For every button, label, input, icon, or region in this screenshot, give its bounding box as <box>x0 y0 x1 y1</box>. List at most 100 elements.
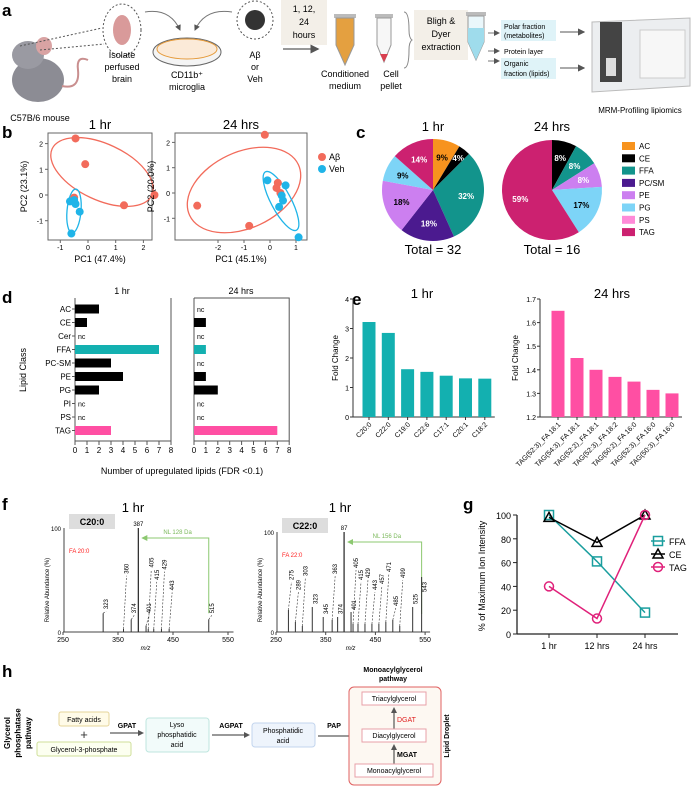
x-tick-label: 12 hrs <box>584 641 610 651</box>
pie-title: 1 hr <box>422 119 445 134</box>
legend-label: AC <box>639 142 650 151</box>
fold-change-bar <box>608 376 622 417</box>
legend-marker <box>652 535 664 547</box>
bar-pg <box>75 385 99 395</box>
compound-box <box>282 518 328 533</box>
y-tick-label: 100 <box>51 527 62 533</box>
extraction-box <box>414 10 468 60</box>
category-label: C22:6 <box>413 421 431 439</box>
d-ylabel: Lipid Class <box>18 347 28 392</box>
pie-slice-ce <box>552 140 577 190</box>
category-label: C20:1 <box>452 421 470 439</box>
pca-point-abeta <box>150 191 159 199</box>
pie-slice-label: 18% <box>421 219 437 228</box>
legend-swatch <box>622 191 635 200</box>
fold-change-bar <box>551 310 565 417</box>
legend-marker <box>318 165 326 173</box>
x-tick-label: 450 <box>167 637 179 644</box>
data-marker-ffa <box>591 556 603 567</box>
x-tick-label: 250 <box>270 637 282 644</box>
nc-label: nc <box>197 415 205 422</box>
polar-fraction-label: Polar fraction (metabolites) <box>504 24 545 40</box>
peak-label: 323 <box>313 593 319 604</box>
pca-point-veh <box>263 176 272 185</box>
pie-slice-pg <box>552 186 602 233</box>
legend-label: FFA <box>639 167 654 176</box>
peak-label: 405 <box>149 557 155 568</box>
series-line-tag <box>548 514 646 620</box>
polar-fraction-box <box>501 20 556 41</box>
fold-change-bar <box>401 369 415 417</box>
x-tick-label: 3 <box>227 446 232 455</box>
data-marker-ce <box>542 510 556 523</box>
legend-swatch <box>622 203 635 212</box>
peak-label: 429 <box>366 567 372 578</box>
data-marker-tag <box>591 613 603 624</box>
y-tick-label: 0 <box>345 415 349 422</box>
legend-label: PS <box>639 216 650 225</box>
y-tick-label: 3 <box>345 327 349 334</box>
d-xlabel: Number of upregulated lipids (FDR <0.1) <box>101 466 263 476</box>
y-tick-label: 1.4 <box>526 368 536 375</box>
legend-swatch <box>622 215 635 224</box>
g3p-label: Glycerol-3-phosphate <box>51 747 118 754</box>
mouse-icon <box>12 27 105 102</box>
mz-label: m/z <box>141 646 151 652</box>
brain-icon <box>102 3 142 57</box>
bar-frame <box>193 297 290 442</box>
pie-slice-pe <box>552 163 602 190</box>
legend-label: PE <box>639 191 650 200</box>
peak-label: 415 <box>155 569 161 580</box>
legend-label: FFA <box>669 537 686 547</box>
pca-point-veh <box>275 202 284 211</box>
peak-label: 275 <box>289 569 295 580</box>
confidence-ellipse-1 <box>262 170 300 232</box>
peak-label-leader <box>378 585 383 625</box>
mag-box <box>354 763 434 778</box>
peak-label-leader <box>208 615 212 620</box>
panel-letter-f: f <box>2 495 8 514</box>
peak-label-leader <box>123 575 127 629</box>
protein-layer-label: Protein layer <box>504 49 544 56</box>
peak-label-leader <box>288 581 292 611</box>
nc-label: nc <box>197 307 205 314</box>
x-tick-label: 7 <box>157 446 162 455</box>
pie-title: 24 hrs <box>534 119 571 134</box>
assignment-label: FA 22:0 <box>282 553 303 559</box>
peak-label: 457 <box>380 573 386 584</box>
x-tick-label: 5 <box>251 446 256 455</box>
peak-label-leader <box>161 571 165 629</box>
peak-label: 499 <box>401 567 407 578</box>
pie-slice-ffa <box>552 146 595 190</box>
fold-change-bar <box>646 389 660 417</box>
bar-title: 24 hrs <box>594 286 631 301</box>
legend-label: PC/SM <box>639 179 665 188</box>
panel-letter-c: c <box>356 123 365 142</box>
legend-label: PG <box>639 204 651 213</box>
legend-swatch <box>622 154 635 163</box>
legend-swatch <box>622 166 635 175</box>
x-tick-label: -1 <box>57 245 63 252</box>
time-label: 1, 12, 24 hours <box>293 4 316 40</box>
y-tick-label: -1 <box>164 216 170 223</box>
category-label: FFA <box>56 346 71 355</box>
peak-label: 374 <box>132 603 138 614</box>
fold-change-bar <box>420 371 434 417</box>
treatment-label: Aβ or Veh <box>247 50 263 84</box>
category-label: C20:0 <box>355 421 373 439</box>
pca-xlabel: PC1 (47.4%) <box>74 254 126 264</box>
peak-label-leader <box>145 615 150 626</box>
peak-label-leader <box>371 591 376 625</box>
x-tick-label: 24 hrs <box>632 641 658 651</box>
y-tick-label: 40 <box>501 582 511 592</box>
pca-frame <box>174 132 308 241</box>
y-tick-label: 1.5 <box>526 344 536 351</box>
x-tick-label: 0 <box>86 245 90 252</box>
peak-label: 405 <box>354 557 360 568</box>
y-tick-label: -1 <box>37 219 43 226</box>
mass-spectrometer-icon <box>591 17 691 93</box>
fatty-acids-label: Fatty acids <box>67 717 101 724</box>
cell-pellet-tube-icon <box>375 14 393 64</box>
pca-point-veh <box>281 181 290 190</box>
gpat-label: GPAT <box>118 723 137 730</box>
